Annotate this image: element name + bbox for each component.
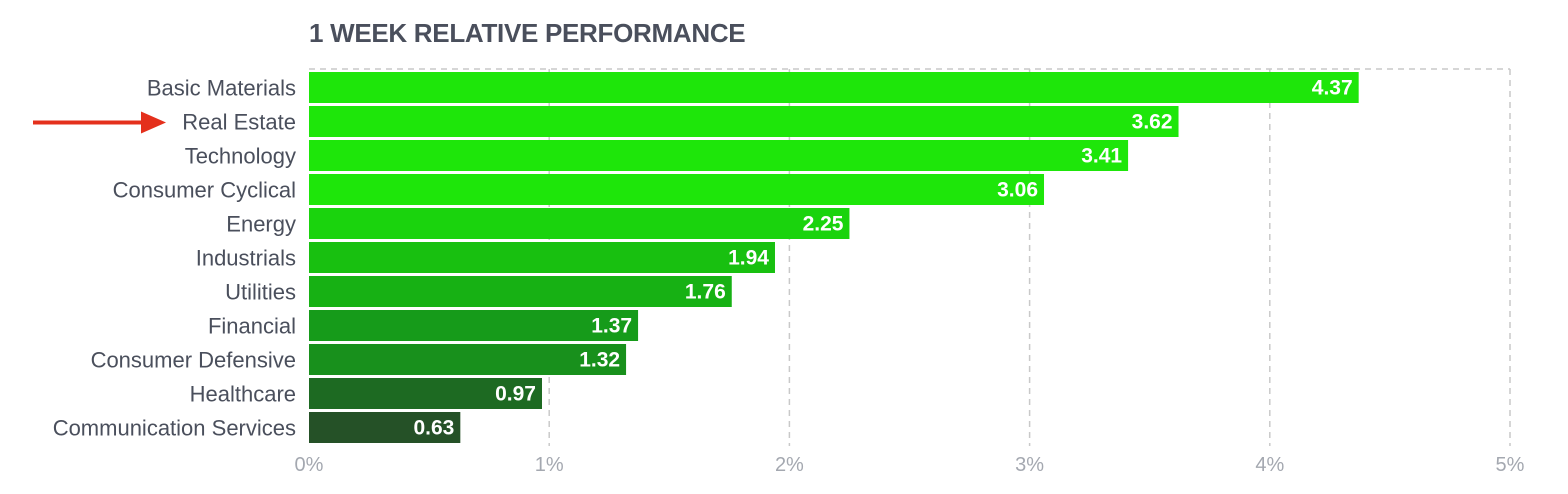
bar-value-label: 0.97 <box>495 383 536 406</box>
category-label: Real Estate <box>182 110 296 135</box>
category-label: Healthcare <box>190 382 296 407</box>
x-tick-label: 0% <box>295 454 324 476</box>
bar-value-label: 1.32 <box>579 349 620 372</box>
bar-value-label: 0.63 <box>413 417 454 440</box>
bar <box>309 72 1359 103</box>
category-label: Utilities <box>225 280 296 305</box>
category-label: Communication Services <box>53 416 296 441</box>
x-tick-label: 3% <box>1015 454 1044 476</box>
category-label: Industrials <box>196 246 296 271</box>
arrow-head-icon <box>141 111 166 134</box>
bar-value-label: 1.76 <box>685 281 726 304</box>
chart-title: 1 WEEK RELATIVE PERFORMANCE <box>309 18 746 48</box>
bar-value-label: 1.94 <box>728 247 769 270</box>
bar-value-label: 3.41 <box>1081 145 1122 168</box>
bar <box>309 310 639 341</box>
bars-layer: 4.37 3.62 3.41 3.06 2.25 1.941.76 1.37 1.32 0.97… <box>309 72 1359 443</box>
x-tick-label: 1% <box>535 454 564 476</box>
bar <box>309 208 850 239</box>
bar <box>309 378 542 409</box>
x-tick-label: 2% <box>775 454 804 476</box>
category-label: Technology <box>185 144 296 169</box>
bar-value-label: 4.37 <box>1312 77 1353 100</box>
bar-value-label: 3.06 <box>997 179 1038 202</box>
bar <box>309 412 461 443</box>
x-tick-label: 4% <box>1255 454 1284 476</box>
bar-value-label: 1.37 <box>591 315 632 338</box>
x-tick-label: 5% <box>1496 454 1525 476</box>
bar <box>309 106 1179 137</box>
bar <box>309 174 1045 205</box>
bar <box>309 140 1129 171</box>
category-label: Energy <box>226 212 296 237</box>
category-labels: Basic Materials Real Estate Technology Cons… <box>53 76 296 441</box>
category-label: Financial <box>208 314 296 339</box>
bar <box>309 344 627 375</box>
category-label: Basic Materials <box>147 76 296 101</box>
bar-value-label: 3.62 <box>1132 111 1173 134</box>
bar-value-label: 2.25 <box>803 213 844 236</box>
category-label: Consumer Defensive <box>91 348 296 373</box>
annotation-layer <box>33 111 166 134</box>
bar <box>309 242 775 273</box>
category-label: Consumer Cyclical <box>113 178 296 203</box>
bar <box>309 276 732 307</box>
x-axis-ticks: 0% 1% 2% 3% 4% 5% <box>295 454 1525 476</box>
